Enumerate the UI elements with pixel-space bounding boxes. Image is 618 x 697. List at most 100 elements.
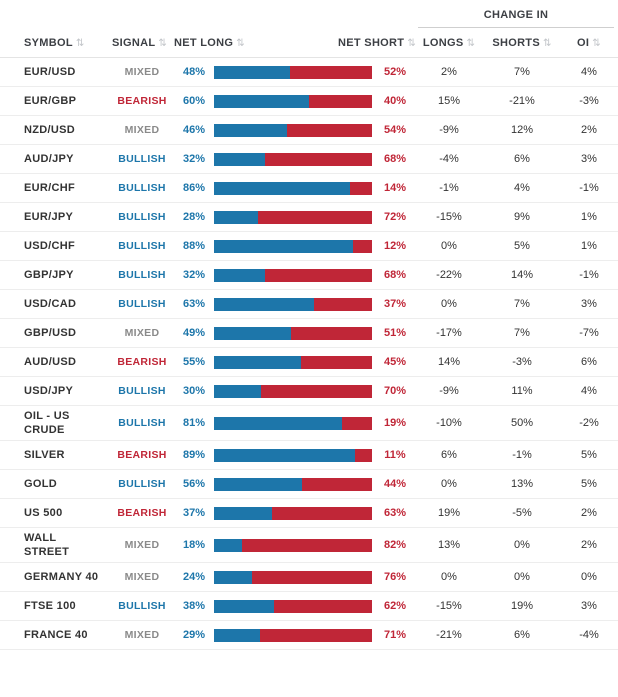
- sentiment-bar: [214, 268, 372, 282]
- table-body: EUR/USD MIXED 48% 52% 2% 7% 4% EUR/GBP B…: [0, 58, 618, 650]
- change-longs-value: -1%: [439, 182, 459, 194]
- column-header-symbol[interactable]: SYMBOL ⇅: [24, 37, 85, 49]
- symbol-cell[interactable]: WALL STREET: [24, 532, 70, 558]
- symbol-cell[interactable]: OIL - US CRUDE: [24, 410, 70, 436]
- change-longs-value: -15%: [436, 211, 462, 223]
- short-bar-segment: [353, 239, 372, 253]
- signal-cell: BEARISH: [117, 356, 167, 368]
- symbol-cell[interactable]: NZD/USD: [24, 124, 75, 136]
- symbol-cell[interactable]: GBP/USD: [24, 327, 77, 339]
- long-bar-segment: [214, 477, 303, 491]
- symbol-cell[interactable]: EUR/USD: [24, 66, 76, 78]
- table-row: EUR/GBP BEARISH 60% 40% 15% -21% -3%: [0, 87, 618, 116]
- symbol-cell[interactable]: GOLD: [24, 478, 57, 490]
- sort-icon[interactable]: ⇅: [75, 37, 85, 49]
- change-oi-value: 6%: [581, 356, 597, 368]
- symbol-cell[interactable]: EUR/CHF: [24, 182, 75, 194]
- signal-cell: BULLISH: [118, 153, 166, 165]
- symbol-cell[interactable]: GBP/JPY: [24, 269, 74, 281]
- change-longs-value: -17%: [436, 327, 462, 339]
- column-header-signal[interactable]: SIGNAL ⇅: [110, 37, 167, 49]
- sentiment-bar: [214, 355, 372, 369]
- column-header-longs[interactable]: LONGS ⇅: [423, 37, 475, 49]
- net-short-value: 37%: [383, 298, 407, 310]
- change-oi-value: 3%: [581, 600, 597, 612]
- sort-icon[interactable]: ⇅: [542, 37, 552, 49]
- sort-icon[interactable]: ⇅: [466, 37, 476, 49]
- long-bar-segment: [214, 326, 292, 340]
- sort-icon[interactable]: ⇅: [158, 37, 168, 49]
- symbol-cell[interactable]: USD/CAD: [24, 298, 77, 310]
- short-bar-segment: [259, 628, 372, 642]
- table-row: GERMANY 40 MIXED 24% 76% 0% 0% 0%: [0, 563, 618, 592]
- sentiment-bar: [214, 181, 372, 195]
- net-short-value: 68%: [383, 153, 407, 165]
- symbol-cell[interactable]: GERMANY 40: [24, 571, 99, 583]
- column-header-net-short[interactable]: NET SHORT ⇅: [338, 37, 418, 49]
- sort-icon[interactable]: ⇅: [407, 37, 416, 49]
- symbol-cell[interactable]: USD/CHF: [24, 240, 75, 252]
- signal-cell: MIXED: [124, 629, 160, 641]
- change-longs-value: -9%: [439, 124, 459, 136]
- symbol-cell[interactable]: SILVER: [24, 449, 65, 461]
- long-bar-segment: [214, 355, 301, 369]
- sentiment-bar: [214, 570, 372, 584]
- change-longs-value: -4%: [439, 153, 459, 165]
- short-bar-segment: [313, 297, 372, 311]
- symbol-cell[interactable]: AUD/JPY: [24, 153, 74, 165]
- symbol-cell[interactable]: US 500: [24, 507, 63, 519]
- change-shorts-value: -5%: [512, 507, 532, 519]
- net-long-value: 89%: [182, 449, 206, 461]
- short-bar-segment: [349, 181, 372, 195]
- symbol-cell[interactable]: USD/JPY: [24, 385, 74, 397]
- symbol-cell[interactable]: EUR/JPY: [24, 211, 74, 223]
- table-row: OIL - US CRUDE BULLISH 81% 19% -10% 50% …: [0, 406, 618, 441]
- table-row: FRANCE 40 MIXED 29% 71% -21% 6% -4%: [0, 621, 618, 650]
- change-oi-value: 2%: [581, 507, 597, 519]
- short-bar-segment: [300, 355, 372, 369]
- change-shorts-value: 19%: [510, 600, 534, 612]
- long-bar-segment: [214, 538, 243, 552]
- sentiment-bar: [214, 210, 372, 224]
- change-longs-value: -10%: [436, 417, 462, 429]
- table-row: FTSE 100 BULLISH 38% 62% -15% 19% 3%: [0, 592, 618, 621]
- column-header-signal-label: SIGNAL: [112, 36, 156, 49]
- change-shorts-value: 11%: [511, 385, 533, 397]
- table-row: SILVER BEARISH 89% 11% 6% -1% 5%: [0, 441, 618, 470]
- change-shorts-value: 7%: [514, 66, 530, 78]
- long-bar-segment: [214, 297, 314, 311]
- symbol-cell[interactable]: FRANCE 40: [24, 629, 88, 641]
- signal-cell: BULLISH: [118, 385, 166, 397]
- column-header-oi[interactable]: OI ⇅: [577, 37, 601, 49]
- net-long-value: 46%: [182, 124, 206, 136]
- net-long-value: 32%: [182, 153, 206, 165]
- signal-cell: BULLISH: [118, 478, 166, 490]
- change-oi-value: -2%: [579, 417, 599, 429]
- net-short-value: 70%: [383, 385, 407, 397]
- change-oi-value: 2%: [581, 539, 597, 551]
- long-bar-segment: [214, 570, 252, 584]
- sentiment-bar: [214, 384, 372, 398]
- column-header-net-long[interactable]: NET LONG ⇅: [174, 37, 245, 49]
- sentiment-bar: [214, 297, 372, 311]
- net-long-value: 18%: [182, 539, 206, 551]
- short-bar-segment: [354, 448, 372, 462]
- symbol-cell[interactable]: FTSE 100: [24, 600, 76, 612]
- change-longs-value: 0%: [441, 298, 457, 310]
- column-header-shorts[interactable]: SHORTS ⇅: [492, 37, 551, 49]
- change-oi-value: 4%: [581, 385, 597, 397]
- short-bar-segment: [274, 599, 372, 613]
- symbol-cell[interactable]: AUD/USD: [24, 356, 77, 368]
- column-header-symbol-label: SYMBOL: [24, 36, 73, 49]
- net-short-value: 45%: [383, 356, 407, 368]
- symbol-cell[interactable]: EUR/GBP: [24, 95, 77, 107]
- change-oi-value: -1%: [579, 182, 599, 194]
- net-long-value: 88%: [182, 240, 206, 252]
- net-long-value: 81%: [182, 417, 206, 429]
- sentiment-bar: [214, 65, 372, 79]
- change-in-label: CHANGE IN: [483, 9, 549, 21]
- long-bar-segment: [214, 448, 355, 462]
- change-oi-value: 3%: [581, 153, 597, 165]
- sort-icon[interactable]: ⇅: [236, 37, 245, 49]
- sort-icon[interactable]: ⇅: [592, 37, 601, 49]
